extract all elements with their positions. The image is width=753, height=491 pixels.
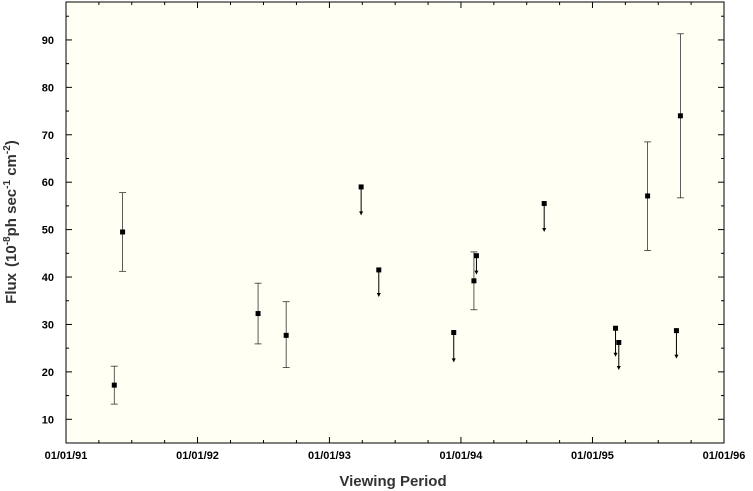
- y-tick-label: 80: [42, 82, 54, 94]
- x-tick-label: 01/01/93: [308, 450, 351, 462]
- y-axis-title-cm: cm: [3, 154, 20, 180]
- y-tick-label: 70: [42, 130, 54, 142]
- x-tick-label: 01/01/91: [45, 450, 88, 462]
- upper-limit-point: [616, 339, 622, 345]
- y-tick-label: 50: [42, 225, 54, 237]
- data-point: [111, 382, 117, 388]
- upper-limit-point: [541, 201, 547, 207]
- upper-limit-point: [376, 267, 382, 273]
- y-tick-label: 10: [42, 414, 54, 426]
- y-axis-title-end: ): [3, 140, 20, 145]
- y-axis-title-mid: ph sec: [3, 189, 20, 237]
- data-point: [255, 311, 261, 317]
- data-point: [471, 278, 477, 284]
- y-tick-label: 90: [42, 35, 54, 47]
- x-tick-label: 01/01/96: [703, 450, 746, 462]
- upper-limit-arrow-head: [451, 358, 456, 363]
- data-point: [120, 229, 126, 235]
- y-tick-labels: 10 20 30 40 50 60 70 80 90: [42, 35, 54, 426]
- x-tick-label: 01/01/95: [571, 450, 614, 462]
- upper-limit-point: [358, 184, 364, 190]
- data-point: [677, 113, 683, 119]
- upper-limit-arrow-head: [359, 211, 364, 216]
- y-tick-label: 30: [42, 319, 54, 331]
- data-point: [645, 193, 651, 199]
- upper-limit-point: [473, 253, 479, 259]
- y-axis-title-exp1: -8: [2, 236, 13, 245]
- data-point: [283, 332, 289, 338]
- upper-limit-point: [673, 328, 679, 334]
- x-tick-label: 01/01/92: [176, 450, 219, 462]
- x-tick-label: 01/01/94: [440, 450, 484, 462]
- upper-limit-arrow-head: [674, 354, 679, 359]
- y-axis-title-main: Flux: [3, 272, 20, 303]
- upper-limit-arrow-head: [376, 292, 381, 297]
- axis-ticks: [65, 2, 725, 444]
- y-tick-label: 40: [42, 272, 54, 284]
- upper-limit-arrow-head: [474, 270, 479, 275]
- data-marks: [110, 33, 684, 405]
- y-tick-label: 60: [42, 177, 54, 189]
- upper-limit-arrow-head: [613, 352, 618, 357]
- y-axis-title-exp2: -1: [2, 180, 13, 189]
- y-tick-label: 20: [42, 367, 54, 379]
- plot-area: [65, 1, 725, 444]
- y-axis-title: Flux (10-8ph sec-1 cm-2): [2, 140, 20, 304]
- upper-limit-arrow-head: [616, 365, 621, 370]
- y-axis-title-units: (10: [3, 245, 20, 267]
- x-axis-title: Viewing Period: [339, 473, 446, 490]
- y-axis-title-exp3: -2: [2, 145, 13, 154]
- upper-limit-arrow-head: [542, 227, 547, 232]
- upper-limit-point: [613, 325, 619, 331]
- upper-limit-point: [451, 330, 457, 336]
- x-tick-labels: 01/01/91 01/01/92 01/01/93 01/01/94 01/01/95…: [45, 450, 746, 462]
